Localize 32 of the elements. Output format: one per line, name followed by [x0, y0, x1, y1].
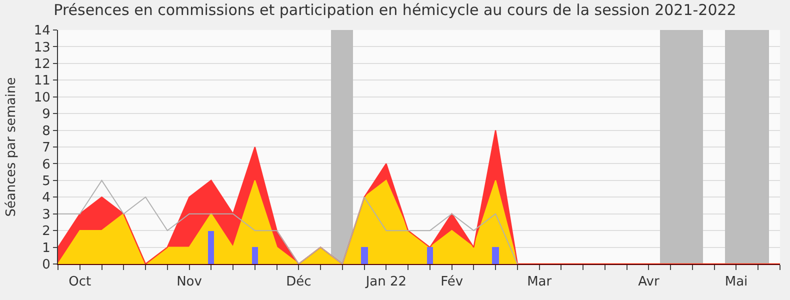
- x-tick-label: Fév: [440, 274, 464, 290]
- y-tick-label: 6: [42, 157, 50, 172]
- y-tick-label: 8: [42, 124, 50, 139]
- bar: [492, 247, 499, 264]
- x-tick-label: Avr: [638, 274, 660, 290]
- y-tick-label: 10: [34, 90, 50, 106]
- y-tick-label: 3: [42, 207, 50, 222]
- x-tick-label: Déc: [286, 274, 312, 290]
- y-tick-label: 1: [42, 240, 50, 256]
- x-tick-label: Jan 22: [364, 274, 407, 290]
- y-tick-label: 9: [42, 107, 50, 122]
- y-tick-label: 5: [42, 174, 50, 189]
- bar: [427, 247, 433, 264]
- x-tick-label: Mai: [724, 274, 748, 290]
- bar: [331, 30, 353, 264]
- bar: [361, 247, 368, 264]
- line-series: [58, 180, 518, 264]
- y-tick-label: 4: [42, 190, 50, 206]
- bar: [252, 247, 258, 264]
- y-tick-label: 11: [34, 74, 50, 89]
- y-axis-title: Séances par semaine: [4, 77, 19, 217]
- x-tick-label: Oct: [68, 274, 92, 290]
- y-tick-label: 2: [42, 224, 50, 240]
- bar: [208, 231, 214, 264]
- chart-title: Présences en commissions et participation en hémicycle au cours de la session 2021-2022: [54, 1, 736, 19]
- x-tick-label: Nov: [176, 274, 202, 290]
- y-tick-label: 7: [42, 140, 50, 156]
- y-tick-label: 14: [34, 24, 50, 39]
- y-tick-label: 12: [34, 56, 50, 72]
- y-tick-label: 13: [34, 40, 50, 56]
- x-tick-label: Mar: [527, 274, 552, 290]
- y-tick-label: 0: [42, 258, 50, 273]
